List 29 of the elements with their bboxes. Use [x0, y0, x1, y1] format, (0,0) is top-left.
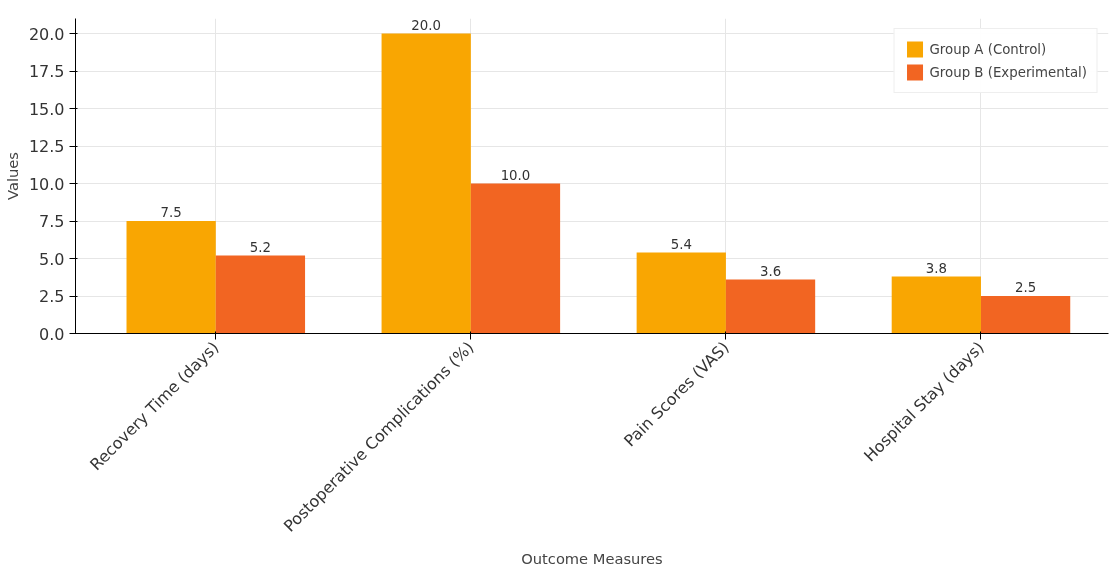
- data-label: 3.8: [925, 260, 947, 276]
- bar: [126, 221, 216, 334]
- y-tick-label: 15.0: [28, 99, 65, 119]
- data-label: 5.2: [249, 239, 272, 255]
- data-label: 5.4: [670, 236, 692, 252]
- y-tick-label: 10.0: [28, 174, 65, 194]
- y-tick-label: 5.0: [39, 249, 65, 269]
- y-axis-title: Values: [3, 152, 21, 200]
- y-tick-label: 12.5: [28, 137, 65, 156]
- legend-label: Group B (Experimental): [929, 64, 1087, 80]
- legend-label: Group A (Control): [929, 41, 1047, 57]
- data-label: 7.5: [160, 205, 182, 220]
- data-label: 10.0: [500, 167, 531, 183]
- bar: [215, 255, 306, 334]
- x-axis-title: Outcome Measures: [521, 550, 663, 568]
- y-tick-label: 7.5: [39, 212, 65, 231]
- data-label: 3.6: [759, 263, 782, 279]
- bar: [381, 33, 471, 334]
- bar: [980, 296, 1071, 334]
- bar: [470, 183, 561, 334]
- data-label: 20.0: [411, 17, 442, 33]
- data-label: 2.5: [1015, 280, 1037, 295]
- y-tick-label: 0.0: [39, 324, 65, 344]
- y-tick-label: 2.5: [39, 287, 65, 306]
- bar: [891, 276, 981, 334]
- bar: [636, 252, 726, 334]
- y-tick-label: 17.5: [28, 62, 65, 81]
- y-tick-label: 20.0: [28, 24, 65, 44]
- bar: [725, 279, 816, 334]
